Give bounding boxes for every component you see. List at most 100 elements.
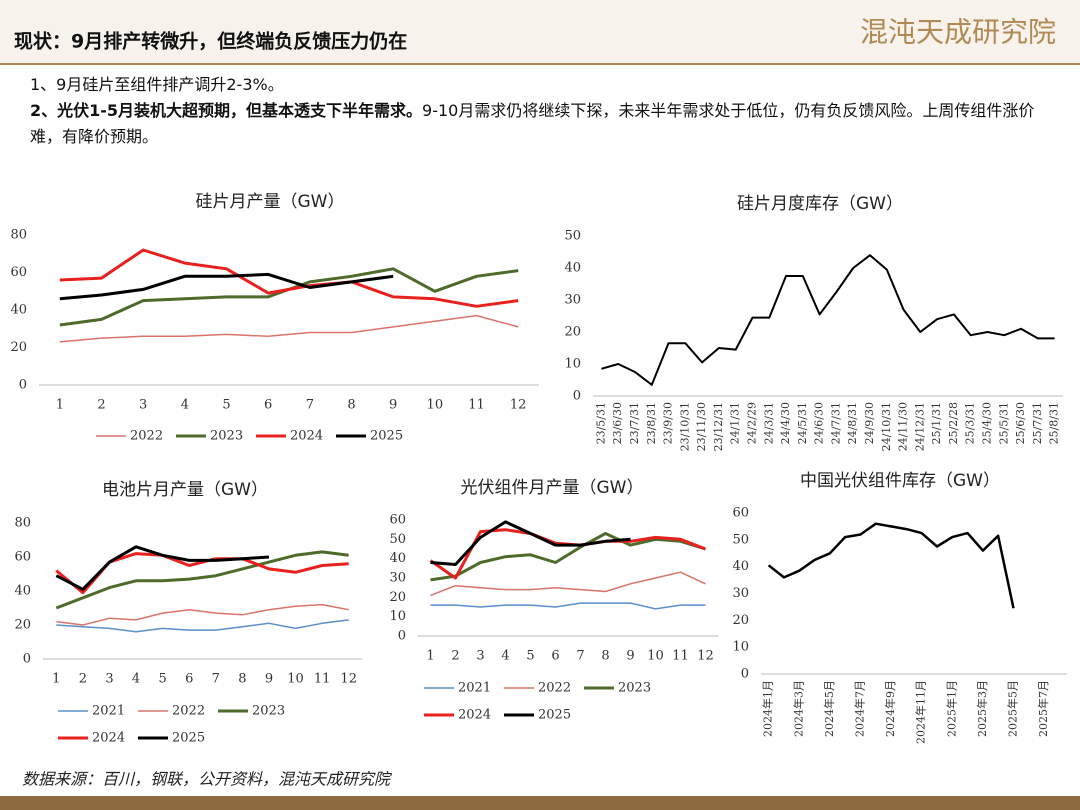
x-tick-label: 2024年7月 <box>852 680 866 737</box>
y-tick-label: 30 <box>389 571 406 586</box>
x-tick-label: 24/8/31 <box>846 402 859 444</box>
series-line <box>59 272 394 301</box>
y-tick-label: 0 <box>741 667 749 682</box>
x-tick-label: 23/8/31 <box>645 402 658 444</box>
x-tick-label: 9 <box>389 398 397 413</box>
x-tick-label: 5 <box>222 398 230 413</box>
chart-title: 电池片月产量（GW） <box>102 480 268 500</box>
y-tick-label: 0 <box>19 378 27 393</box>
x-tick-label: 8 <box>238 672 246 687</box>
x-tick-label: 12 <box>510 398 527 413</box>
x-tick-label: 4 <box>132 672 140 687</box>
series-line <box>59 267 519 327</box>
y-tick-label: 60 <box>10 265 27 280</box>
y-tick-label: 50 <box>732 532 749 547</box>
legend-label: 2024 <box>290 429 323 444</box>
bullet: 2、光伏1-5月装机大超预期，但基本透支下半年需求。9-10月需求仍将继续下探，… <box>30 98 1060 150</box>
x-tick-label: 25/2/28 <box>947 402 960 444</box>
series-line <box>767 522 1015 609</box>
x-tick-label: 24/6/30 <box>813 402 826 444</box>
series-line <box>430 520 631 566</box>
legend-label: 2022 <box>538 681 571 696</box>
x-tick-label: 2 <box>79 672 87 687</box>
x-tick-label: 25/6/30 <box>1014 402 1027 444</box>
y-tick-label: 50 <box>564 229 581 244</box>
x-tick-label: 1 <box>56 398 64 413</box>
series-line <box>56 603 349 626</box>
x-tick-label: 6 <box>264 398 272 413</box>
header-title: 现状：9月排产转微升，但终端负反馈压力仍在 <box>14 30 407 53</box>
x-tick-label: 23/12/31 <box>712 402 725 451</box>
legend-label: 2021 <box>92 704 125 719</box>
x-tick-label: 2024年9月 <box>883 680 897 737</box>
y-tick-label: 10 <box>564 357 581 372</box>
legend-label: 2025 <box>172 731 205 746</box>
logo: 混沌天成研究院 <box>860 16 1056 49</box>
x-tick-label: 11 <box>468 398 485 413</box>
series-line <box>55 550 349 610</box>
chart-title: 硅片月度库存（GW） <box>737 194 903 214</box>
legend-label: 2022 <box>130 429 163 444</box>
y-tick-label: 40 <box>10 303 27 318</box>
x-tick-label: 23/6/30 <box>611 402 624 444</box>
x-tick-label: 7 <box>212 672 220 687</box>
y-tick-label: 50 <box>389 532 406 547</box>
series-line <box>56 619 349 633</box>
x-tick-label: 6 <box>551 649 559 664</box>
y-tick-label: 0 <box>398 629 406 644</box>
footer-band <box>0 796 1080 810</box>
y-tick-label: 20 <box>14 618 31 633</box>
x-tick-label: 25/4/30 <box>980 402 993 444</box>
x-tick-label: 24/10/31 <box>880 402 893 451</box>
x-tick-label: 1 <box>426 649 434 664</box>
x-tick-label: 23/10/31 <box>678 402 691 451</box>
series-line <box>59 314 519 343</box>
series-line <box>59 248 519 308</box>
x-tick-label: 3 <box>139 398 147 413</box>
legend-label: 2023 <box>210 429 243 444</box>
x-tick-label: 23/11/30 <box>695 402 708 451</box>
y-tick-label: 0 <box>23 652 31 667</box>
y-tick-label: 0 <box>573 389 581 404</box>
legend-label: 2023 <box>618 681 651 696</box>
x-tick-label: 23/7/31 <box>628 402 641 444</box>
x-tick-label: 25/8/31 <box>1048 402 1061 444</box>
x-tick-label: 24/9/30 <box>863 402 876 444</box>
y-tick-label: 30 <box>732 586 749 601</box>
x-tick-label: 2024年5月 <box>822 680 836 737</box>
y-tick-label: 20 <box>732 613 749 628</box>
y-tick-label: 40 <box>14 584 31 599</box>
bullet-bold: 2、光伏1-5月装机大超预期，但基本透支下半年需求。 <box>30 101 423 120</box>
x-tick-label: 7 <box>576 649 584 664</box>
y-tick-label: 10 <box>389 609 406 624</box>
bullets: 1、9月硅片至组件排产调升2-3%。 2、光伏1-5月装机大超预期，但基本透支下… <box>30 72 1060 150</box>
chart-title: 光伏组件月产量（GW） <box>461 478 644 498</box>
x-tick-label: 3 <box>476 649 484 664</box>
y-tick-label: 60 <box>14 550 31 565</box>
series-line <box>601 254 1055 386</box>
y-tick-label: 60 <box>389 513 406 528</box>
x-tick-label: 9 <box>265 672 273 687</box>
x-tick-label: 2 <box>451 649 459 664</box>
x-tick-label: 2025年3月 <box>975 680 989 737</box>
y-tick-label: 20 <box>10 340 27 355</box>
x-tick-label: 11 <box>672 649 689 664</box>
x-tick-label: 2024年11月 <box>914 680 928 744</box>
x-tick-label: 10 <box>287 672 304 687</box>
x-tick-label: 24/1/31 <box>729 402 742 444</box>
legend-label: 2022 <box>172 704 205 719</box>
x-tick-label: 5 <box>158 672 166 687</box>
x-tick-label: 11 <box>314 672 331 687</box>
x-tick-label: 1 <box>52 672 60 687</box>
y-tick-label: 60 <box>732 506 749 521</box>
x-tick-label: 9 <box>626 649 634 664</box>
header-band <box>0 0 1080 64</box>
x-tick-label: 5 <box>526 649 534 664</box>
x-tick-label: 2 <box>97 398 105 413</box>
bullet-text: 9-10月需求仍将继续下探，未来半年需求处于低位，仍有负反馈风险。上周传组件涨价… <box>30 101 1035 146</box>
x-tick-label: 2025年1月 <box>944 680 958 737</box>
legend-label: 2025 <box>538 708 571 723</box>
x-tick-label: 8 <box>347 398 355 413</box>
x-tick-label: 24/12/31 <box>913 402 926 451</box>
